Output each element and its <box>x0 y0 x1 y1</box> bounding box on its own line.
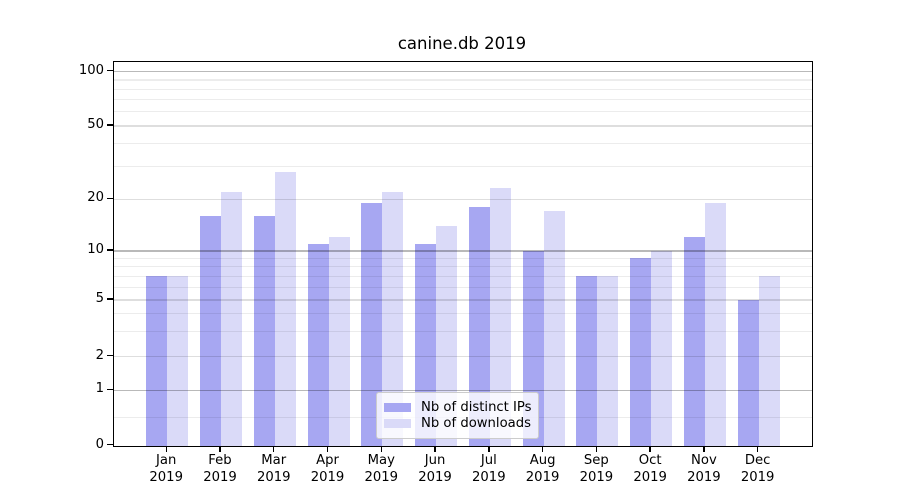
x-tick-mark-feb <box>219 446 221 452</box>
x-tick-mark-may <box>380 446 382 452</box>
gridline-y-90 <box>114 79 812 81</box>
gridline-y-70 <box>114 99 812 101</box>
x-tick-label-mar: Mar 2019 <box>256 453 291 485</box>
y-tick-mark-2 <box>107 355 113 357</box>
y-tick-mark-1 <box>107 388 113 390</box>
x-tick-mark-jul <box>488 446 490 452</box>
y-tick-mark-5 <box>107 298 113 300</box>
legend-item-distinct-ips: Nb of distinct IPs <box>384 399 532 415</box>
bar-downloads-mar <box>274 172 296 446</box>
x-tick-label-nov: Nov 2019 <box>687 453 721 485</box>
y-tick-mark-20 <box>107 197 113 199</box>
x-tick-mark-jan <box>165 446 167 452</box>
x-tick-label-jun: Jun 2019 <box>418 453 452 485</box>
bar-downloads-may <box>382 191 404 446</box>
y-tick-label-100: 100 <box>78 62 104 78</box>
x-tick-label-jan: Jan 2019 <box>149 453 183 485</box>
x-tick-mark-aug <box>541 446 544 452</box>
y-tick-mark-100 <box>107 70 113 72</box>
y-tick-label-50: 50 <box>87 117 104 132</box>
bar-downloads-dec <box>758 276 780 446</box>
legend-label-downloads: Nb of downloads <box>421 416 531 432</box>
x-tick-label-sep: Sep 2019 <box>579 453 614 485</box>
bar-ips-dec <box>737 300 759 446</box>
bar-downloads-feb <box>220 191 242 446</box>
gridline-y-5 <box>114 299 812 301</box>
y-tick-label-2: 2 <box>95 347 104 363</box>
gridline-y-9 <box>114 257 812 260</box>
bar-ips-apr <box>307 243 329 446</box>
x-tick-mark-sep <box>595 446 598 452</box>
bar-downloads-sep <box>597 276 619 446</box>
y-tick-mark-10 <box>107 249 113 251</box>
x-tick-mark-oct <box>649 446 651 452</box>
gridline-y-50 <box>114 125 812 127</box>
bar-ips-oct <box>630 258 652 446</box>
x-tick-mark-jun <box>434 446 436 452</box>
legend: Nb of distinct IPs Nb of downloads <box>376 392 539 439</box>
x-tick-label-may: May 2019 <box>364 453 399 485</box>
gridline-y-8 <box>114 266 812 268</box>
x-tick-mark-mar <box>273 446 275 452</box>
x-tick-label-aug: Aug 2019 <box>525 453 560 485</box>
gridline-y-60 <box>114 111 812 113</box>
bar-ips-mar <box>253 215 275 446</box>
legend-swatch-distinct-ips <box>384 402 411 412</box>
gridline-y-10 <box>114 250 812 252</box>
x-tick-label-feb: Feb 2019 <box>203 453 237 485</box>
bar-downloads-jan <box>167 276 189 446</box>
legend-label-distinct-ips: Nb of distinct IPs <box>421 399 532 415</box>
y-tick-mark-50 <box>107 124 113 126</box>
y-tick-label-10: 10 <box>87 242 104 257</box>
gridline-y-3 <box>114 331 812 333</box>
legend-item-downloads: Nb of downloads <box>384 416 531 431</box>
bar-downloads-jul <box>489 188 511 446</box>
bar-ips-feb <box>199 215 221 446</box>
gridline-y-80 <box>114 88 812 90</box>
x-tick-mark-apr <box>326 446 329 452</box>
plot-area <box>113 61 813 447</box>
bar-ips-sep <box>576 276 598 446</box>
y-tick-label-0: 0 <box>95 436 104 452</box>
gridline-y-2 <box>114 356 812 358</box>
x-tick-mark-nov <box>703 446 705 452</box>
y-tick-mark-0 <box>107 443 113 446</box>
gridline-y-4 <box>114 313 812 315</box>
x-tick-label-apr: Apr 2019 <box>310 453 345 485</box>
bar-downloads-aug <box>543 211 565 446</box>
gridline-y-100 <box>114 71 812 73</box>
bar-ips-may <box>361 203 383 446</box>
gridline-y-30 <box>114 166 812 168</box>
bar-downloads-nov <box>704 203 726 446</box>
bar-downloads-apr <box>328 237 350 446</box>
gridline-y-20 <box>114 198 812 200</box>
gridline-y-40 <box>114 143 812 145</box>
gridline-y-6 <box>114 286 812 288</box>
legend-swatch-downloads <box>384 419 411 429</box>
gridline-y-1 <box>114 389 812 391</box>
x-tick-label-oct: Oct 2019 <box>633 453 667 485</box>
gridline-y-7 <box>114 275 812 277</box>
bar-ips-jan <box>146 276 168 446</box>
x-tick-mark-dec <box>756 446 759 452</box>
x-tick-label-dec: Dec 2019 <box>740 453 775 485</box>
x-tick-label-jul: Jul 2019 <box>472 453 506 485</box>
bar-ips-nov <box>683 237 705 446</box>
y-tick-label-20: 20 <box>87 190 104 206</box>
y-tick-label-1: 1 <box>95 381 104 397</box>
chart-title: canine.db 2019 <box>397 34 527 53</box>
y-tick-label-5: 5 <box>95 291 104 306</box>
